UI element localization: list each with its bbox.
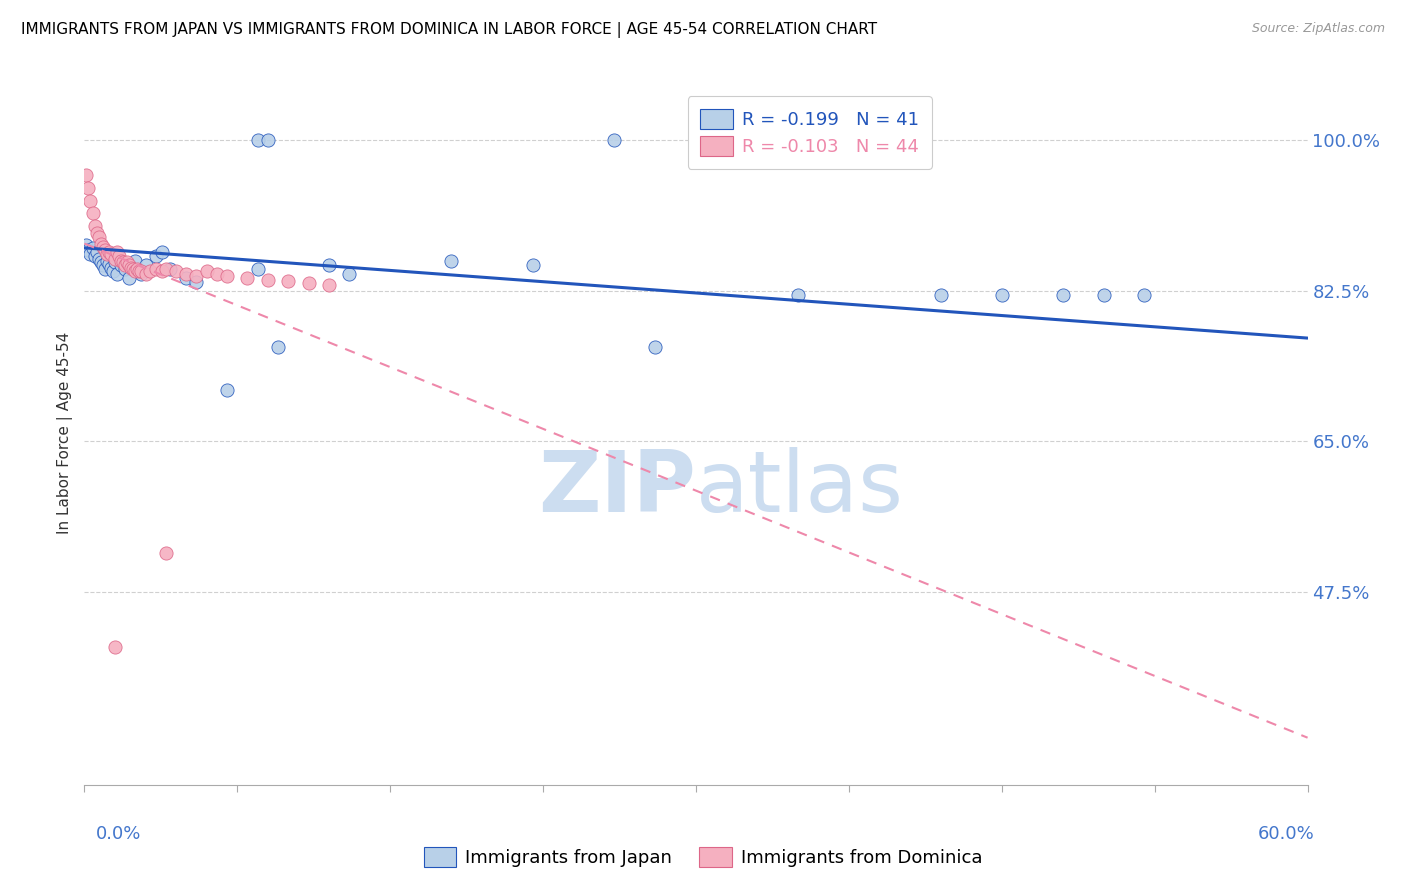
- Point: [339, 267, 361, 281]
- Point: [118, 271, 141, 285]
- Point: [246, 262, 269, 277]
- Point: [236, 271, 259, 285]
- Point: [277, 274, 299, 288]
- Point: [122, 262, 145, 277]
- Text: atlas: atlas: [696, 448, 904, 531]
- Point: [186, 269, 208, 284]
- Point: [644, 340, 666, 354]
- Point: [97, 257, 120, 271]
- Point: [174, 271, 197, 285]
- Point: [135, 258, 157, 272]
- Text: IMMIGRANTS FROM JAPAN VS IMMIGRANTS FROM DOMINICA IN LABOR FORCE | AGE 45-54 COR: IMMIGRANTS FROM JAPAN VS IMMIGRANTS FROM…: [21, 22, 877, 38]
- Point: [114, 258, 136, 272]
- Point: [929, 288, 952, 302]
- Point: [131, 267, 153, 281]
- Point: [110, 253, 132, 268]
- Point: [77, 180, 100, 194]
- Point: [91, 240, 114, 254]
- Point: [155, 546, 177, 560]
- Point: [101, 264, 124, 278]
- Point: [90, 255, 112, 269]
- Point: [159, 262, 181, 277]
- Point: [127, 262, 149, 277]
- Point: [118, 258, 141, 272]
- Point: [522, 258, 544, 272]
- Point: [104, 255, 127, 269]
- Point: [96, 253, 118, 268]
- Point: [205, 267, 228, 281]
- Point: [104, 252, 127, 266]
- Text: 0.0%: 0.0%: [96, 825, 141, 843]
- Point: [440, 253, 463, 268]
- Point: [124, 264, 146, 278]
- Point: [217, 269, 239, 284]
- Point: [165, 264, 187, 278]
- Point: [100, 247, 122, 261]
- Point: [112, 255, 135, 269]
- Point: [87, 229, 110, 244]
- Point: [87, 252, 110, 266]
- Point: [75, 238, 97, 252]
- Point: [318, 258, 340, 272]
- Point: [1133, 288, 1156, 302]
- Point: [1052, 288, 1074, 302]
- Point: [267, 340, 290, 354]
- Point: [90, 236, 112, 251]
- Point: [93, 262, 115, 277]
- Point: [75, 168, 97, 182]
- Point: [82, 241, 104, 255]
- Point: [120, 260, 142, 275]
- Point: [195, 264, 218, 278]
- Point: [145, 262, 167, 277]
- Point: [79, 194, 101, 208]
- Point: [603, 133, 626, 147]
- Point: [131, 264, 153, 278]
- Point: [1092, 288, 1115, 302]
- Point: [91, 258, 114, 272]
- Point: [96, 247, 118, 261]
- Point: [100, 260, 122, 275]
- Y-axis label: In Labor Force | Age 45-54: In Labor Force | Age 45-54: [58, 332, 73, 533]
- Point: [105, 245, 128, 260]
- Point: [128, 264, 150, 278]
- Legend: Immigrants from Japan, Immigrants from Dominica: Immigrants from Japan, Immigrants from D…: [416, 839, 990, 874]
- Point: [257, 133, 280, 147]
- Point: [318, 277, 340, 292]
- Point: [145, 250, 167, 264]
- Legend: R = -0.199   N = 41, R = -0.103   N = 44: R = -0.199 N = 41, R = -0.103 N = 44: [688, 96, 932, 169]
- Point: [110, 258, 132, 272]
- Point: [79, 247, 101, 261]
- Point: [124, 253, 146, 268]
- Point: [991, 288, 1014, 302]
- Point: [155, 262, 177, 277]
- Point: [135, 267, 157, 281]
- Point: [174, 267, 197, 281]
- Text: Source: ZipAtlas.com: Source: ZipAtlas.com: [1251, 22, 1385, 36]
- Point: [217, 383, 239, 397]
- Point: [150, 264, 173, 278]
- Point: [86, 245, 108, 260]
- Point: [115, 255, 138, 269]
- Point: [77, 244, 100, 258]
- Point: [246, 133, 269, 147]
- Point: [108, 250, 131, 264]
- Text: 60.0%: 60.0%: [1258, 825, 1315, 843]
- Point: [93, 244, 115, 258]
- Point: [138, 264, 160, 278]
- Point: [82, 206, 104, 220]
- Point: [114, 262, 136, 277]
- Text: ZIP: ZIP: [538, 448, 696, 531]
- Point: [257, 273, 280, 287]
- Point: [105, 267, 128, 281]
- Point: [150, 245, 173, 260]
- Point: [298, 276, 321, 290]
- Point: [97, 245, 120, 260]
- Point: [86, 226, 108, 240]
- Point: [104, 640, 127, 655]
- Point: [186, 275, 208, 289]
- Point: [787, 288, 810, 302]
- Point: [83, 250, 105, 264]
- Point: [83, 219, 105, 234]
